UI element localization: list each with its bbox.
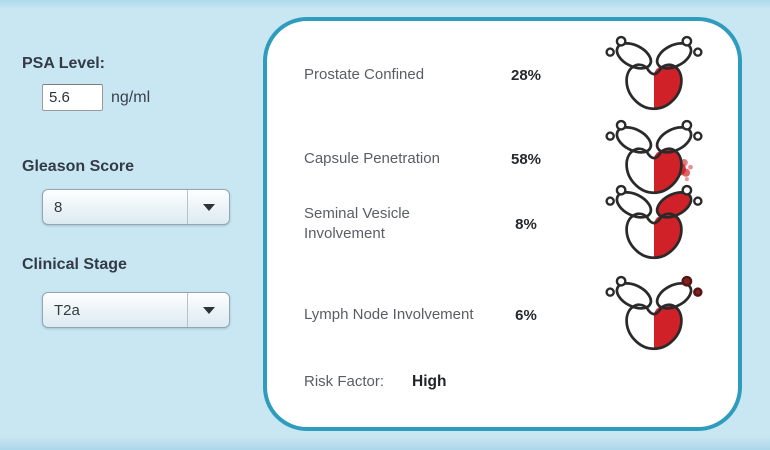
gleason-dropdown-button[interactable]	[188, 190, 229, 224]
result-percentage: 8%	[515, 215, 537, 233]
result-row: Prostate Confined 28%	[267, 35, 738, 115]
clinical-stage-label: Clinical Stage	[22, 256, 127, 273]
result-row: Seminal Vesicle Involvement 8%	[267, 184, 738, 264]
result-label: Capsule Penetration	[304, 149, 440, 167]
select-divider	[187, 293, 188, 327]
psa-level-input[interactable]	[42, 84, 103, 111]
result-label: Prostate Confined	[304, 65, 425, 83]
clinical-stage-selected-value: T2a	[54, 301, 80, 319]
seminal-vesicle-involvement-icon	[570, 182, 738, 266]
result-percentage: 58%	[510, 150, 542, 168]
psa-level-label: PSA Level:	[22, 55, 105, 72]
result-row: Capsule Penetration 58%	[267, 119, 738, 199]
gleason-score-selected-value: 8	[54, 198, 63, 216]
result-label: Seminal Vesicle Involvement	[304, 204, 410, 242]
results-panel: Prostate Confined 28% Capsule Penetratio…	[263, 17, 742, 431]
prostate-confined-icon	[570, 33, 738, 117]
chevron-down-icon	[202, 203, 215, 211]
result-row: Lymph Node Involvement 6%	[267, 275, 738, 355]
psa-unit-label: ng/ml	[111, 88, 151, 106]
lymph-node-involvement-icon	[570, 273, 738, 357]
chevron-down-icon	[202, 306, 215, 314]
psa-input-row: ng/ml	[42, 84, 150, 111]
capsule-penetration-icon	[570, 117, 738, 201]
risk-factor-label: Risk Factor:	[304, 373, 385, 390]
stage-dropdown-button[interactable]	[188, 293, 229, 327]
result-percentage: 6%	[515, 306, 537, 324]
gleason-score-select[interactable]: 8	[42, 189, 230, 225]
result-percentage: 28%	[510, 66, 542, 84]
risk-factor-value: High	[412, 373, 447, 390]
clinical-stage-select[interactable]: T2a	[42, 292, 230, 328]
result-label: Lymph Node Involvement	[304, 305, 474, 323]
gleason-score-label: Gleason Score	[22, 158, 135, 175]
select-divider	[187, 190, 188, 224]
risk-factor-row: Risk Factor: High	[304, 373, 446, 391]
